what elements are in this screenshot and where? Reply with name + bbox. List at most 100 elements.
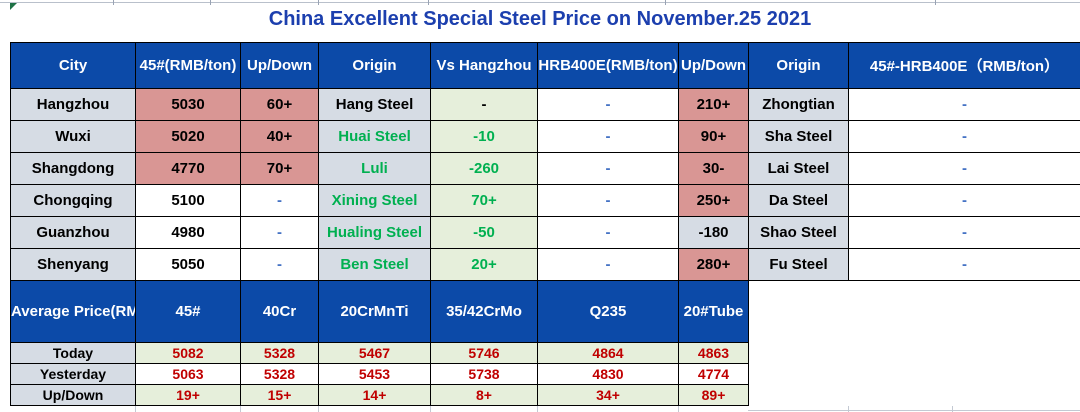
- col-header-vs-hangzhou[interactable]: Vs Hangzhou: [430, 42, 538, 89]
- cell-yesterday-40cr[interactable]: 5328: [240, 363, 319, 385]
- cell-city[interactable]: Shenyang: [10, 248, 136, 281]
- cell-yesterday-20crmnti[interactable]: 5453: [318, 363, 431, 385]
- cell-vs-hangzhou[interactable]: -: [430, 88, 538, 121]
- grid-tick: [430, 406, 431, 412]
- cell-updown-45[interactable]: 70+: [240, 152, 319, 185]
- table-row-shenyang: Shenyang 5050 - Ben Steel 20+ - 280+ Fu …: [10, 248, 1080, 281]
- col-header-updown-hrb[interactable]: Up/Down: [678, 42, 749, 89]
- cell-origin[interactable]: Luli: [318, 152, 431, 185]
- cell-yesterday-3542crmo[interactable]: 5738: [430, 363, 538, 385]
- cell-diff[interactable]: -: [848, 152, 1080, 185]
- grid-tick: [428, 0, 429, 5]
- cell-today-20tube[interactable]: 4863: [678, 342, 749, 364]
- cell-updown-20tube[interactable]: 89+: [678, 384, 749, 406]
- cell-origin-hrb[interactable]: Zhongtian: [748, 88, 849, 121]
- col-header-city[interactable]: City: [10, 42, 136, 89]
- cell-vs-hangzhou[interactable]: -260: [430, 152, 538, 185]
- cell-hrb400e[interactable]: -: [537, 120, 679, 153]
- col-header-origin-hrb[interactable]: Origin: [748, 42, 849, 89]
- cell-45-price[interactable]: 5100: [135, 184, 241, 217]
- cell-45-price[interactable]: 5030: [135, 88, 241, 121]
- col-header-updown-45[interactable]: Up/Down: [240, 42, 319, 89]
- cell-diff[interactable]: -: [848, 248, 1080, 281]
- cell-updown-45[interactable]: 19+: [135, 384, 241, 406]
- cell-45-price[interactable]: 4980: [135, 216, 241, 249]
- cell-city[interactable]: Wuxi: [10, 120, 136, 153]
- grid-tick: [952, 406, 953, 412]
- cell-updown-hrb[interactable]: -180: [678, 216, 749, 249]
- cell-vs-hangzhou[interactable]: 20+: [430, 248, 538, 281]
- col-header-hrb400e[interactable]: HRB400E(RMB/ton): [537, 42, 679, 89]
- cell-vs-hangzhou[interactable]: -10: [430, 120, 538, 153]
- cell-45-price[interactable]: 5020: [135, 120, 241, 153]
- grade-header-20tube[interactable]: 20#Tube: [678, 280, 749, 343]
- cell-45-price[interactable]: 4770: [135, 152, 241, 185]
- grade-header-40cr[interactable]: 40Cr: [240, 280, 319, 343]
- cell-city[interactable]: Chongqing: [10, 184, 136, 217]
- cell-45-price[interactable]: 5050: [135, 248, 241, 281]
- cell-origin[interactable]: Xining Steel: [318, 184, 431, 217]
- cell-updown-45[interactable]: -: [240, 184, 319, 217]
- row-label-updown[interactable]: Up/Down: [10, 384, 136, 406]
- cell-city[interactable]: Shangdong: [10, 152, 136, 185]
- cell-origin[interactable]: Huai Steel: [318, 120, 431, 153]
- cell-updown-hrb[interactable]: 90+: [678, 120, 749, 153]
- cell-today-20crmnti[interactable]: 5467: [318, 342, 431, 364]
- cell-hrb400e[interactable]: -: [537, 88, 679, 121]
- cell-city[interactable]: Guanzhou: [10, 216, 136, 249]
- cell-updown-45[interactable]: 60+: [240, 88, 319, 121]
- cell-origin-hrb[interactable]: Shao Steel: [748, 216, 849, 249]
- cell-hrb400e[interactable]: -: [537, 216, 679, 249]
- cell-updown-45[interactable]: 40+: [240, 120, 319, 153]
- table-row-chongqing: Chongqing 5100 - Xining Steel 70+ - 250+…: [10, 184, 1080, 217]
- cell-hrb400e[interactable]: -: [537, 248, 679, 281]
- cell-origin-hrb[interactable]: Lai Steel: [748, 152, 849, 185]
- cell-updown-3542crmo[interactable]: 8+: [430, 384, 538, 406]
- cell-origin-hrb[interactable]: Sha Steel: [748, 120, 849, 153]
- cell-error-triangle-icon: [10, 3, 17, 10]
- average-price-label[interactable]: Average Price(RMB/ton): [10, 280, 136, 343]
- grade-header-3542crmo[interactable]: 35/42CrMo: [430, 280, 538, 343]
- cell-updown-20crmnti[interactable]: 14+: [318, 384, 431, 406]
- cell-city[interactable]: Hangzhou: [10, 88, 136, 121]
- table-row-hangzhou: Hangzhou 5030 60+ Hang Steel - - 210+ Zh…: [10, 88, 1080, 121]
- cell-origin-hrb[interactable]: Fu Steel: [748, 248, 849, 281]
- cell-updown-hrb[interactable]: 280+: [678, 248, 749, 281]
- cell-updown-45[interactable]: -: [240, 248, 319, 281]
- cell-diff[interactable]: -: [848, 88, 1080, 121]
- cell-hrb400e[interactable]: -: [537, 184, 679, 217]
- cell-today-q235[interactable]: 4864: [537, 342, 679, 364]
- cell-updown-40cr[interactable]: 15+: [240, 384, 319, 406]
- cell-today-45[interactable]: 5082: [135, 342, 241, 364]
- cell-vs-hangzhou[interactable]: -50: [430, 216, 538, 249]
- cell-diff[interactable]: -: [848, 120, 1080, 153]
- cell-yesterday-45[interactable]: 5063: [135, 363, 241, 385]
- grade-header-45[interactable]: 45#: [135, 280, 241, 343]
- cell-updown-hrb[interactable]: 250+: [678, 184, 749, 217]
- row-label-today[interactable]: Today: [10, 342, 136, 364]
- grid-tick: [113, 0, 114, 5]
- cell-vs-hangzhou[interactable]: 70+: [430, 184, 538, 217]
- grade-header-20crmnti[interactable]: 20CrMnTi: [318, 280, 431, 343]
- cell-origin[interactable]: Hang Steel: [318, 88, 431, 121]
- row-label-yesterday[interactable]: Yesterday: [10, 363, 136, 385]
- col-header-origin[interactable]: Origin: [318, 42, 431, 89]
- cell-origin-hrb[interactable]: Da Steel: [748, 184, 849, 217]
- cell-origin[interactable]: Ben Steel: [318, 248, 431, 281]
- cell-origin[interactable]: Hualing Steel: [318, 216, 431, 249]
- cell-diff[interactable]: -: [848, 216, 1080, 249]
- cell-yesterday-q235[interactable]: 4830: [537, 363, 679, 385]
- cell-hrb400e[interactable]: -: [537, 152, 679, 185]
- cell-updown-hrb[interactable]: 30-: [678, 152, 749, 185]
- cell-today-40cr[interactable]: 5328: [240, 342, 319, 364]
- top-gridline: [0, 2, 1080, 3]
- cell-today-3542crmo[interactable]: 5746: [430, 342, 538, 364]
- cell-updown-45[interactable]: -: [240, 216, 319, 249]
- col-header-45-price[interactable]: 45#(RMB/ton): [135, 42, 241, 89]
- cell-yesterday-20tube[interactable]: 4774: [678, 363, 749, 385]
- cell-updown-q235[interactable]: 34+: [537, 384, 679, 406]
- col-header-diff[interactable]: 45#-HRB400E（RMB/ton）: [848, 42, 1080, 89]
- cell-diff[interactable]: -: [848, 184, 1080, 217]
- cell-updown-hrb[interactable]: 210+: [678, 88, 749, 121]
- grade-header-q235[interactable]: Q235: [537, 280, 679, 343]
